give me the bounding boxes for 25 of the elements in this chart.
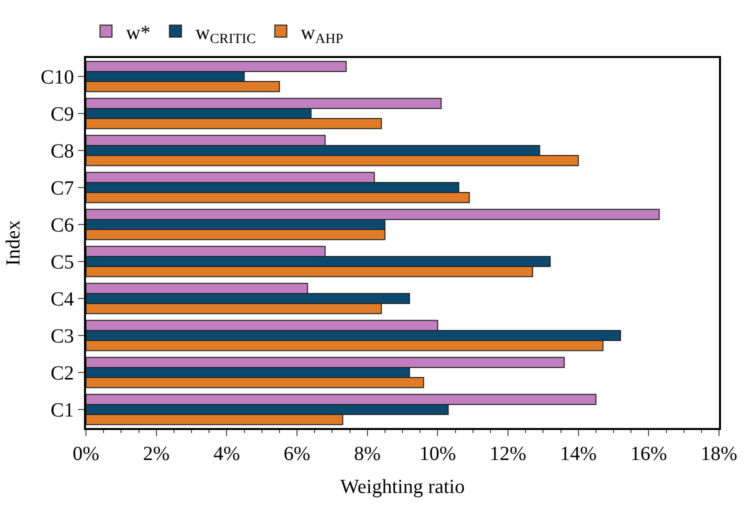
y-tick-label: C8 [50, 140, 74, 162]
y-tick-label: C7 [50, 178, 74, 200]
y-tick-label: C4 [50, 288, 74, 310]
legend-label: w$_{CRITIC}$ [195, 22, 256, 48]
y-tick-label: C6 [50, 214, 74, 236]
x-tick-label: 10% [419, 443, 456, 465]
y-tick-label: C5 [50, 252, 74, 274]
x-tick-label: 16% [630, 443, 668, 465]
x-tick-label: 0% [72, 443, 100, 465]
y-axis-title: Index [2, 220, 25, 266]
x-tick-label: 6% [284, 443, 310, 465]
legend-label: w$_{AHP}$ [300, 22, 344, 48]
y-tick-label: C9 [50, 104, 74, 126]
y-tick-label: C3 [50, 326, 74, 348]
x-tick-label: 12% [490, 443, 526, 465]
x-tick-label: 2% [142, 443, 170, 465]
x-tick-label: 4% [213, 443, 240, 465]
y-tick-label: C2 [50, 362, 74, 384]
y-tick-label: C10 [40, 66, 74, 88]
x-tick-label: 14% [560, 443, 597, 465]
x-tick-label: 8% [354, 443, 381, 465]
x-axis-title: Weighting ratio [340, 476, 465, 498]
legend-label: w* [126, 22, 150, 44]
x-tick-label: 18% [700, 443, 738, 465]
y-tick-label: C1 [50, 400, 74, 422]
